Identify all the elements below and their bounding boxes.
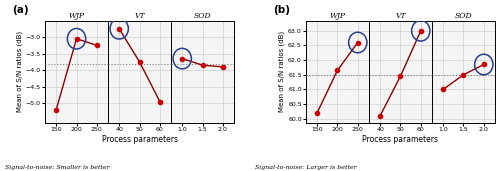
Title: VT: VT	[134, 12, 145, 20]
Title: VT: VT	[395, 12, 406, 20]
X-axis label: Process parameters: Process parameters	[362, 135, 438, 144]
Text: (b): (b)	[273, 5, 290, 15]
Title: SOD: SOD	[454, 12, 472, 20]
Title: SOD: SOD	[194, 12, 212, 20]
Y-axis label: Mean of S/N ratios (dB): Mean of S/N ratios (dB)	[278, 31, 285, 112]
Text: Signal-to-noise: Smaller is better: Signal-to-noise: Smaller is better	[5, 165, 110, 170]
Title: WJP: WJP	[330, 12, 345, 20]
Text: Signal-to-noise: Larger is better: Signal-to-noise: Larger is better	[255, 165, 357, 170]
Title: WJP: WJP	[68, 12, 84, 20]
Text: (a): (a)	[12, 5, 29, 15]
X-axis label: Process parameters: Process parameters	[102, 135, 178, 144]
Y-axis label: Mean of S/N ratios (dB): Mean of S/N ratios (dB)	[16, 31, 23, 112]
